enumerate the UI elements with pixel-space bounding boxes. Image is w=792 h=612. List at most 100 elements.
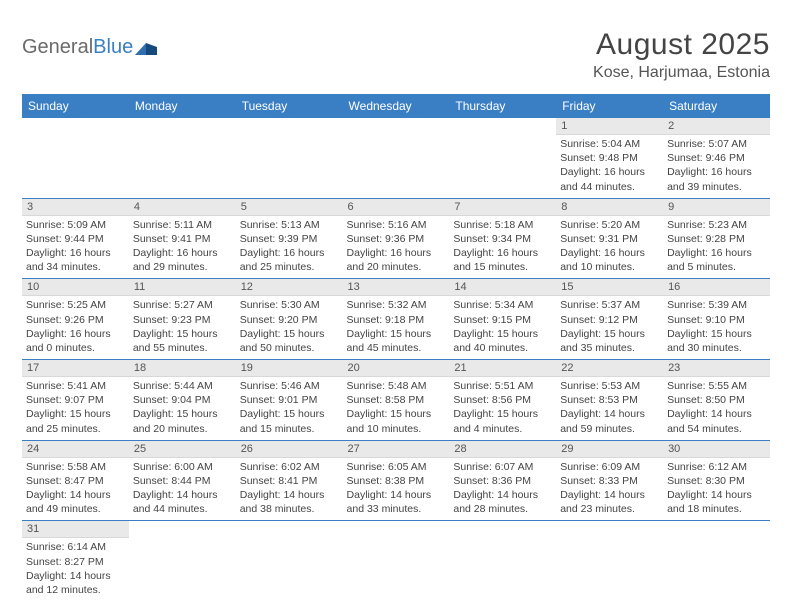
calendar-cell: 21Sunrise: 5:51 AMSunset: 8:56 PMDayligh…: [449, 360, 556, 441]
day-info: Sunrise: 6:00 AMSunset: 8:44 PMDaylight:…: [129, 458, 236, 521]
calendar-cell: 7Sunrise: 5:18 AMSunset: 9:34 PMDaylight…: [449, 198, 556, 279]
calendar-cell: ..: [556, 521, 663, 601]
calendar-cell: 16Sunrise: 5:39 AMSunset: 9:10 PMDayligh…: [663, 279, 770, 360]
day-number: 18: [129, 360, 236, 377]
calendar-cell: ..: [449, 118, 556, 198]
calendar-cell: ..: [343, 521, 450, 601]
day-number: 13: [343, 279, 450, 296]
day-number: 16: [663, 279, 770, 296]
calendar-cell: 10Sunrise: 5:25 AMSunset: 9:26 PMDayligh…: [22, 279, 129, 360]
calendar-week: 31Sunrise: 6:14 AMSunset: 8:27 PMDayligh…: [22, 521, 770, 601]
day-info: Sunrise: 6:12 AMSunset: 8:30 PMDaylight:…: [663, 458, 770, 521]
day-info: Sunrise: 5:11 AMSunset: 9:41 PMDaylight:…: [129, 216, 236, 279]
calendar-cell: 24Sunrise: 5:58 AMSunset: 8:47 PMDayligh…: [22, 440, 129, 521]
day-info: Sunrise: 5:51 AMSunset: 8:56 PMDaylight:…: [449, 377, 556, 440]
day-number: 29: [556, 441, 663, 458]
weekday-header: Monday: [129, 94, 236, 118]
calendar-cell: 3Sunrise: 5:09 AMSunset: 9:44 PMDaylight…: [22, 198, 129, 279]
calendar-cell: 11Sunrise: 5:27 AMSunset: 9:23 PMDayligh…: [129, 279, 236, 360]
calendar-cell: 13Sunrise: 5:32 AMSunset: 9:18 PMDayligh…: [343, 279, 450, 360]
day-number: 4: [129, 199, 236, 216]
calendar-cell: 22Sunrise: 5:53 AMSunset: 8:53 PMDayligh…: [556, 360, 663, 441]
day-number: 2: [663, 118, 770, 135]
calendar-cell: 5Sunrise: 5:13 AMSunset: 9:39 PMDaylight…: [236, 198, 343, 279]
calendar-cell: ..: [343, 118, 450, 198]
calendar-cell: 6Sunrise: 5:16 AMSunset: 9:36 PMDaylight…: [343, 198, 450, 279]
day-number: 14: [449, 279, 556, 296]
calendar-cell: 18Sunrise: 5:44 AMSunset: 9:04 PMDayligh…: [129, 360, 236, 441]
calendar-cell: 9Sunrise: 5:23 AMSunset: 9:28 PMDaylight…: [663, 198, 770, 279]
day-number: 8: [556, 199, 663, 216]
day-number: 5: [236, 199, 343, 216]
location: Kose, Harjumaa, Estonia: [593, 64, 770, 82]
weekday-header: Wednesday: [343, 94, 450, 118]
day-number: 12: [236, 279, 343, 296]
day-info: Sunrise: 5:16 AMSunset: 9:36 PMDaylight:…: [343, 216, 450, 279]
logo-word2: Blue: [93, 36, 133, 58]
day-number: 26: [236, 441, 343, 458]
calendar-cell: 19Sunrise: 5:46 AMSunset: 9:01 PMDayligh…: [236, 360, 343, 441]
header: GeneralBlue August 2025 Kose, Harjumaa, …: [22, 28, 770, 82]
calendar-cell: 15Sunrise: 5:37 AMSunset: 9:12 PMDayligh…: [556, 279, 663, 360]
calendar-week: 17Sunrise: 5:41 AMSunset: 9:07 PMDayligh…: [22, 360, 770, 441]
calendar-cell: ..: [129, 118, 236, 198]
day-info: Sunrise: 5:58 AMSunset: 8:47 PMDaylight:…: [22, 458, 129, 521]
day-info: Sunrise: 6:14 AMSunset: 8:27 PMDaylight:…: [22, 538, 129, 601]
weekday-header: Saturday: [663, 94, 770, 118]
calendar-table: SundayMondayTuesdayWednesdayThursdayFrid…: [22, 94, 770, 601]
day-number: 1: [556, 118, 663, 135]
calendar-cell: 4Sunrise: 5:11 AMSunset: 9:41 PMDaylight…: [129, 198, 236, 279]
weekday-header: Sunday: [22, 94, 129, 118]
day-info: Sunrise: 5:30 AMSunset: 9:20 PMDaylight:…: [236, 296, 343, 359]
calendar-cell: 27Sunrise: 6:05 AMSunset: 8:38 PMDayligh…: [343, 440, 450, 521]
day-info: Sunrise: 5:20 AMSunset: 9:31 PMDaylight:…: [556, 216, 663, 279]
day-number: 21: [449, 360, 556, 377]
calendar-cell: ..: [236, 521, 343, 601]
month-title: August 2025: [593, 28, 770, 62]
day-number: 23: [663, 360, 770, 377]
day-info: Sunrise: 5:13 AMSunset: 9:39 PMDaylight:…: [236, 216, 343, 279]
day-number: 19: [236, 360, 343, 377]
day-number: 30: [663, 441, 770, 458]
flag-icon: [135, 41, 157, 55]
day-info: Sunrise: 5:53 AMSunset: 8:53 PMDaylight:…: [556, 377, 663, 440]
day-info: Sunrise: 5:23 AMSunset: 9:28 PMDaylight:…: [663, 216, 770, 279]
day-info: Sunrise: 5:25 AMSunset: 9:26 PMDaylight:…: [22, 296, 129, 359]
calendar-cell: 26Sunrise: 6:02 AMSunset: 8:41 PMDayligh…: [236, 440, 343, 521]
day-info: Sunrise: 5:34 AMSunset: 9:15 PMDaylight:…: [449, 296, 556, 359]
day-info: Sunrise: 5:48 AMSunset: 8:58 PMDaylight:…: [343, 377, 450, 440]
calendar-cell: 8Sunrise: 5:20 AMSunset: 9:31 PMDaylight…: [556, 198, 663, 279]
logo-word1: General: [22, 36, 93, 58]
calendar-cell: 12Sunrise: 5:30 AMSunset: 9:20 PMDayligh…: [236, 279, 343, 360]
calendar-week: 10Sunrise: 5:25 AMSunset: 9:26 PMDayligh…: [22, 279, 770, 360]
day-info: Sunrise: 5:09 AMSunset: 9:44 PMDaylight:…: [22, 216, 129, 279]
calendar-cell: ..: [22, 118, 129, 198]
calendar-cell: 20Sunrise: 5:48 AMSunset: 8:58 PMDayligh…: [343, 360, 450, 441]
calendar-cell: 28Sunrise: 6:07 AMSunset: 8:36 PMDayligh…: [449, 440, 556, 521]
day-info: Sunrise: 5:46 AMSunset: 9:01 PMDaylight:…: [236, 377, 343, 440]
day-number: 15: [556, 279, 663, 296]
day-info: Sunrise: 6:02 AMSunset: 8:41 PMDaylight:…: [236, 458, 343, 521]
calendar-cell: ..: [663, 521, 770, 601]
calendar-cell: 29Sunrise: 6:09 AMSunset: 8:33 PMDayligh…: [556, 440, 663, 521]
calendar-week: ..........1Sunrise: 5:04 AMSunset: 9:48 …: [22, 118, 770, 198]
day-info: Sunrise: 5:41 AMSunset: 9:07 PMDaylight:…: [22, 377, 129, 440]
calendar-cell: 1Sunrise: 5:04 AMSunset: 9:48 PMDaylight…: [556, 118, 663, 198]
logo: GeneralBlue: [22, 28, 157, 59]
day-number: 20: [343, 360, 450, 377]
calendar-cell: 31Sunrise: 6:14 AMSunset: 8:27 PMDayligh…: [22, 521, 129, 601]
day-number: 11: [129, 279, 236, 296]
day-info: Sunrise: 5:32 AMSunset: 9:18 PMDaylight:…: [343, 296, 450, 359]
day-number: 27: [343, 441, 450, 458]
calendar-week: 3Sunrise: 5:09 AMSunset: 9:44 PMDaylight…: [22, 198, 770, 279]
calendar-cell: 25Sunrise: 6:00 AMSunset: 8:44 PMDayligh…: [129, 440, 236, 521]
day-info: Sunrise: 5:04 AMSunset: 9:48 PMDaylight:…: [556, 135, 663, 198]
day-number: 9: [663, 199, 770, 216]
calendar-cell: ..: [236, 118, 343, 198]
day-number: 22: [556, 360, 663, 377]
day-info: Sunrise: 5:18 AMSunset: 9:34 PMDaylight:…: [449, 216, 556, 279]
day-number: 17: [22, 360, 129, 377]
day-number: 25: [129, 441, 236, 458]
day-info: Sunrise: 5:44 AMSunset: 9:04 PMDaylight:…: [129, 377, 236, 440]
day-number: 28: [449, 441, 556, 458]
